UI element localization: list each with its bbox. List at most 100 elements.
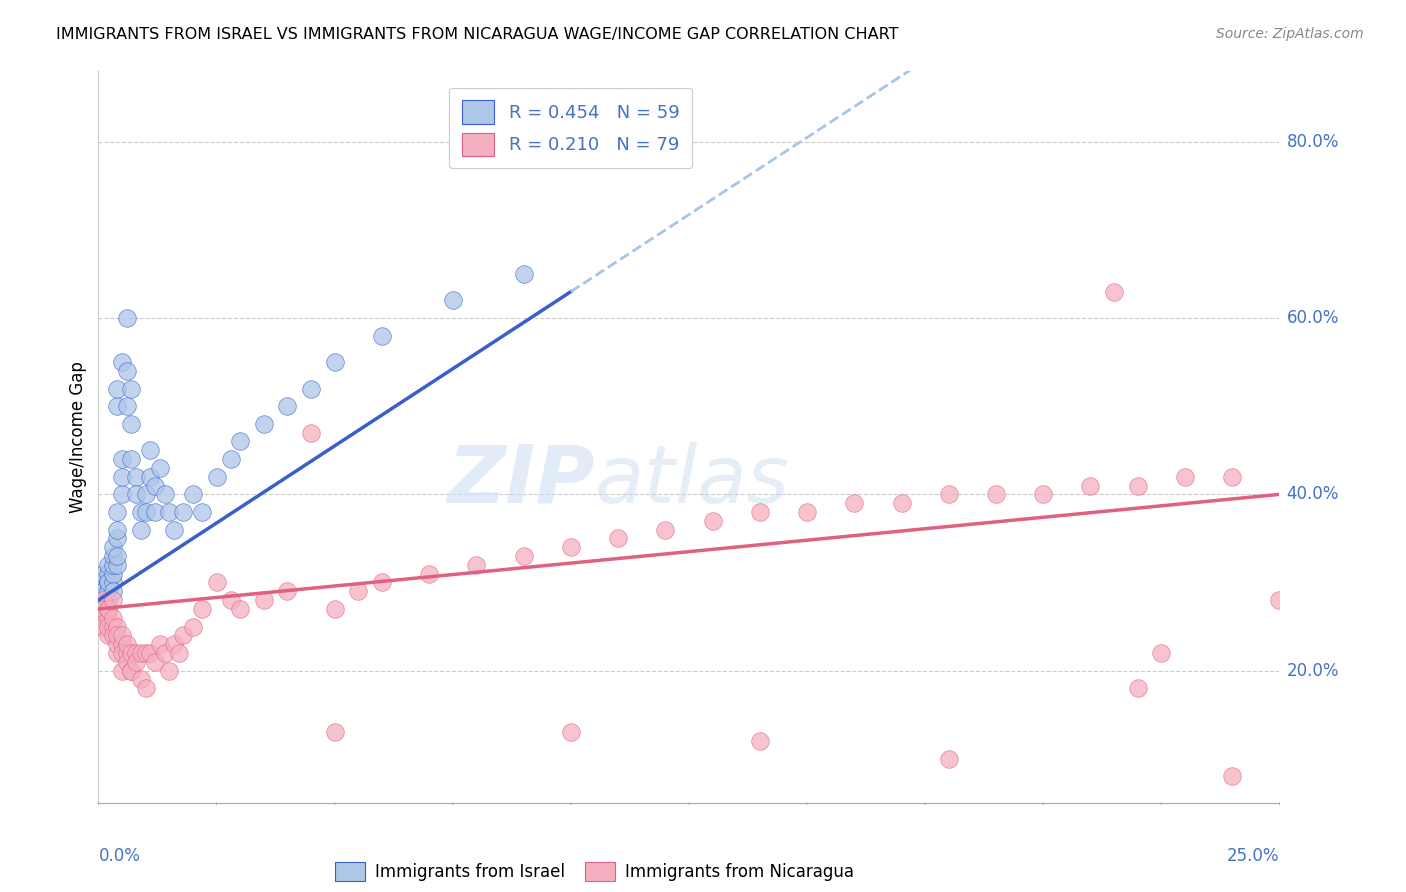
Point <box>115 655 138 669</box>
Point <box>121 382 143 396</box>
Point <box>111 355 134 369</box>
Point <box>163 637 186 651</box>
Y-axis label: Wage/Income Gap: Wage/Income Gap <box>69 361 87 513</box>
Legend: Immigrants from Israel, Immigrants from Nicaragua: Immigrants from Israel, Immigrants from … <box>326 854 862 889</box>
Point <box>748 505 770 519</box>
Point <box>1150 646 1173 660</box>
Point <box>253 593 276 607</box>
Point <box>323 355 346 369</box>
Point <box>205 469 228 483</box>
Point <box>91 602 114 616</box>
Point <box>191 505 214 519</box>
Point <box>97 628 120 642</box>
Point <box>129 523 152 537</box>
Point <box>105 646 128 660</box>
Point <box>125 487 148 501</box>
Point <box>890 496 912 510</box>
Point <box>1032 487 1054 501</box>
Point <box>229 434 252 449</box>
Point <box>371 575 394 590</box>
Point <box>1268 593 1291 607</box>
Point <box>105 382 128 396</box>
Point <box>91 584 114 599</box>
Point <box>172 628 194 642</box>
Point <box>115 311 138 326</box>
Point <box>796 505 818 519</box>
Point <box>149 461 172 475</box>
Point <box>115 637 138 651</box>
Point <box>276 399 298 413</box>
Point <box>465 558 488 572</box>
Point <box>205 575 228 590</box>
Point <box>143 478 166 492</box>
Point <box>276 584 298 599</box>
Point <box>1102 285 1125 299</box>
Point <box>91 566 114 581</box>
Point <box>111 637 134 651</box>
Point <box>101 566 124 581</box>
Point <box>97 602 120 616</box>
Point <box>702 514 724 528</box>
Point <box>115 364 138 378</box>
Text: 80.0%: 80.0% <box>1286 133 1339 151</box>
Point <box>105 532 128 546</box>
Point <box>101 549 124 563</box>
Point <box>121 452 143 467</box>
Point <box>129 673 152 687</box>
Point <box>129 505 152 519</box>
Point <box>105 399 128 413</box>
Point <box>91 575 114 590</box>
Point <box>111 664 134 678</box>
Point <box>129 646 152 660</box>
Point <box>139 469 162 483</box>
Point <box>125 655 148 669</box>
Point <box>607 532 630 546</box>
Point <box>512 549 534 563</box>
Point <box>984 487 1007 501</box>
Point <box>153 487 176 501</box>
Point <box>91 619 114 633</box>
Point <box>105 637 128 651</box>
Point <box>1220 769 1243 783</box>
Point <box>135 505 157 519</box>
Point <box>191 602 214 616</box>
Text: 0.0%: 0.0% <box>98 847 141 865</box>
Point <box>1220 469 1243 483</box>
Point <box>1174 469 1197 483</box>
Point <box>135 487 157 501</box>
Point <box>181 619 204 633</box>
Point <box>938 752 960 766</box>
Point <box>111 628 134 642</box>
Point <box>105 523 128 537</box>
Point <box>844 496 866 510</box>
Point <box>101 611 124 625</box>
Point <box>105 505 128 519</box>
Point <box>219 593 242 607</box>
Point <box>172 505 194 519</box>
Point <box>101 628 124 642</box>
Point <box>512 267 534 281</box>
Text: Source: ZipAtlas.com: Source: ZipAtlas.com <box>1216 27 1364 41</box>
Text: 25.0%: 25.0% <box>1227 847 1279 865</box>
Point <box>153 646 176 660</box>
Point <box>253 417 276 431</box>
Text: IMMIGRANTS FROM ISRAEL VS IMMIGRANTS FROM NICARAGUA WAGE/INCOME GAP CORRELATION : IMMIGRANTS FROM ISRAEL VS IMMIGRANTS FRO… <box>56 27 898 42</box>
Point <box>143 655 166 669</box>
Point <box>121 664 143 678</box>
Point <box>143 505 166 519</box>
Point <box>748 734 770 748</box>
Point <box>111 452 134 467</box>
Point <box>97 584 120 599</box>
Point <box>101 575 124 590</box>
Point <box>121 664 143 678</box>
Text: ZIP: ZIP <box>447 442 595 520</box>
Point <box>149 637 172 651</box>
Point <box>1080 478 1102 492</box>
Point <box>105 628 128 642</box>
Point <box>157 664 180 678</box>
Point <box>560 540 582 554</box>
Point <box>323 725 346 739</box>
Point <box>97 558 120 572</box>
Point <box>97 566 120 581</box>
Point <box>938 487 960 501</box>
